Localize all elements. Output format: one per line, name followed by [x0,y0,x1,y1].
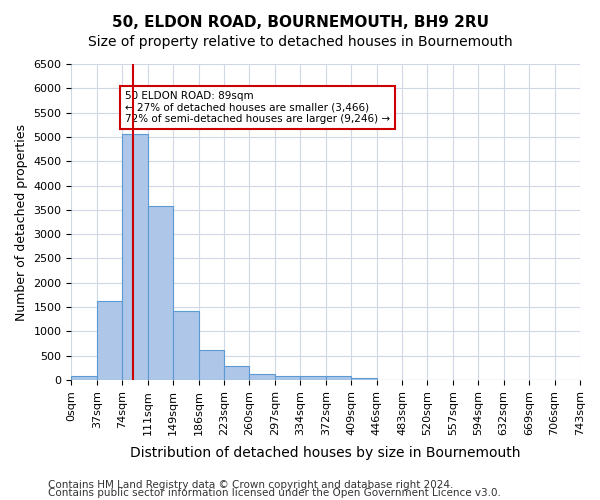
Bar [351,378,377,380]
Bar [275,376,300,380]
Text: Contains public sector information licensed under the Open Government Licence v3: Contains public sector information licen… [48,488,501,498]
Bar [250,374,275,380]
Bar [224,366,250,380]
Bar [148,206,173,380]
Text: Size of property relative to detached houses in Bournemouth: Size of property relative to detached ho… [88,35,512,49]
Bar [199,350,224,380]
Bar [300,376,326,380]
Bar [122,134,148,380]
Text: 50, ELDON ROAD, BOURNEMOUTH, BH9 2RU: 50, ELDON ROAD, BOURNEMOUTH, BH9 2RU [112,15,488,30]
Text: Contains HM Land Registry data © Crown copyright and database right 2024.: Contains HM Land Registry data © Crown c… [48,480,454,490]
Text: 50 ELDON ROAD: 89sqm
← 27% of detached houses are smaller (3,466)
72% of semi-de: 50 ELDON ROAD: 89sqm ← 27% of detached h… [125,90,390,124]
X-axis label: Distribution of detached houses by size in Bournemouth: Distribution of detached houses by size … [130,446,521,460]
Y-axis label: Number of detached properties: Number of detached properties [15,124,28,320]
Bar [97,301,122,380]
Bar [173,311,199,380]
Bar [71,376,97,380]
Bar [326,376,351,380]
